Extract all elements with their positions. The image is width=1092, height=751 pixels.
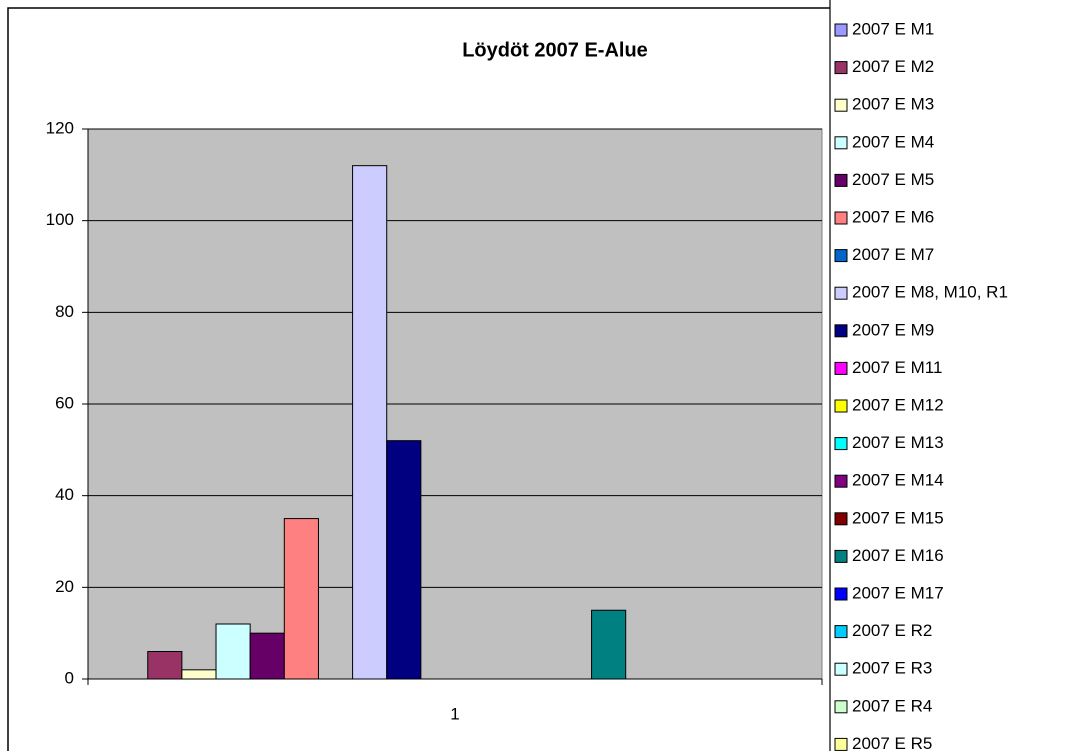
legend-label: 2007 E M1 bbox=[852, 19, 934, 38]
legend-swatch bbox=[834, 737, 848, 751]
y-tick-label: 40 bbox=[55, 485, 74, 504]
legend-swatch bbox=[834, 249, 848, 263]
legend-swatch bbox=[834, 700, 848, 714]
bar bbox=[215, 623, 251, 680]
legend-label: 2007 E M9 bbox=[852, 320, 934, 339]
legend-label: 2007 E M15 bbox=[852, 508, 944, 527]
legend-swatch bbox=[834, 136, 848, 150]
legend-swatch bbox=[834, 587, 848, 601]
legend-swatch bbox=[834, 662, 848, 676]
legend-label: 2007 E M17 bbox=[852, 583, 944, 602]
bar bbox=[249, 632, 285, 680]
legend-swatch bbox=[834, 437, 848, 451]
legend-label: 2007 E R5 bbox=[852, 734, 932, 751]
legend-swatch bbox=[834, 211, 848, 225]
chart-title: Löydöt 2007 E-Alue bbox=[462, 39, 648, 61]
legend-swatch bbox=[834, 474, 848, 488]
legend-swatch bbox=[834, 625, 848, 639]
legend-label: 2007 E M14 bbox=[852, 471, 944, 490]
legend-label: 2007 E M13 bbox=[852, 433, 944, 452]
legend-label: 2007 E M5 bbox=[852, 170, 934, 189]
legend-label: 2007 E M12 bbox=[852, 395, 944, 414]
legend-label: 2007 E M7 bbox=[852, 245, 934, 264]
legend-label: 2007 E M3 bbox=[852, 95, 934, 114]
legend-swatch bbox=[834, 549, 848, 563]
x-tick-label: 1 bbox=[450, 704, 459, 723]
y-tick-label: 100 bbox=[46, 210, 74, 229]
legend-box bbox=[829, 0, 1092, 751]
y-tick-label: 120 bbox=[46, 118, 74, 137]
legend-swatch bbox=[834, 98, 848, 112]
legend-swatch bbox=[834, 173, 848, 187]
bar bbox=[283, 518, 319, 680]
bar bbox=[352, 165, 388, 680]
legend-label: 2007 E R3 bbox=[852, 659, 932, 678]
bar bbox=[181, 669, 217, 680]
legend-label: 2007 E M2 bbox=[852, 57, 934, 76]
legend-label: 2007 E M11 bbox=[852, 358, 942, 377]
legend-label: 2007 E M4 bbox=[852, 132, 934, 151]
legend-swatch bbox=[834, 324, 848, 338]
legend-swatch bbox=[834, 286, 848, 300]
y-tick-label: 20 bbox=[55, 577, 74, 596]
legend-label: 2007 E R2 bbox=[852, 621, 932, 640]
legend-label: 2007 E R4 bbox=[852, 696, 932, 715]
bar bbox=[386, 440, 422, 680]
legend-swatch bbox=[834, 512, 848, 526]
legend-swatch bbox=[834, 399, 848, 413]
legend-swatch bbox=[834, 61, 848, 75]
y-tick-label: 60 bbox=[55, 393, 74, 412]
legend-swatch bbox=[834, 361, 848, 375]
bar bbox=[147, 651, 183, 680]
y-tick-label: 80 bbox=[55, 302, 74, 321]
legend-label: 2007 E M8, M10, R1 bbox=[852, 283, 1008, 302]
y-tick-label: 0 bbox=[65, 668, 74, 687]
legend-label: 2007 E M16 bbox=[852, 546, 944, 565]
legend-swatch bbox=[834, 23, 848, 37]
legend-label: 2007 E M6 bbox=[852, 207, 934, 226]
bar bbox=[591, 609, 627, 680]
